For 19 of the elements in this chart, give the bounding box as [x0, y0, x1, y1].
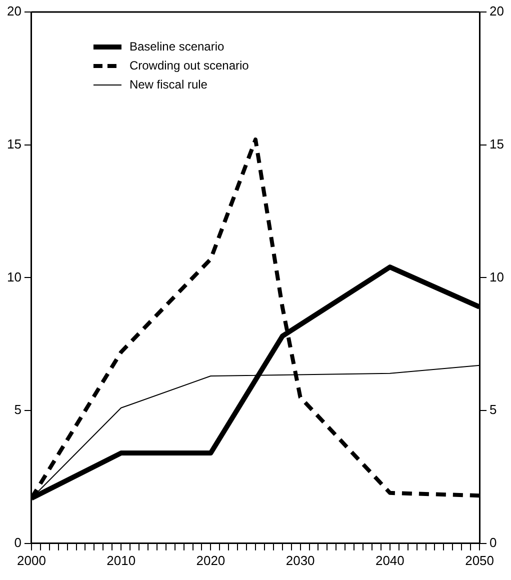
y2-tick-label: 5 [490, 402, 497, 418]
x-tick-label: 2000 [17, 552, 46, 568]
y2-tick-label: 0 [490, 534, 497, 550]
y-tick-label: 15 [6, 136, 22, 152]
y-tick-label: 5 [14, 402, 22, 418]
legend-label: New fiscal rule [129, 77, 208, 92]
x-tick-label: 2040 [375, 552, 404, 568]
y2-tick-label: 10 [490, 269, 504, 284]
x-tick-label: 2020 [196, 552, 226, 568]
x-tick-label: 2010 [106, 552, 136, 568]
x-tick-label: 2050 [465, 552, 494, 568]
y2-tick-label: 15 [490, 136, 504, 152]
y-tick-label: 20 [6, 4, 22, 19]
y2-tick-label: 20 [490, 4, 504, 19]
y-tick-label: 0 [14, 534, 22, 550]
x-tick-label: 2030 [286, 552, 315, 568]
legend-label: Crowding out scenario [129, 58, 250, 72]
y-tick-label: 10 [6, 269, 22, 284]
legend-label: Baseline scenario [129, 39, 225, 54]
